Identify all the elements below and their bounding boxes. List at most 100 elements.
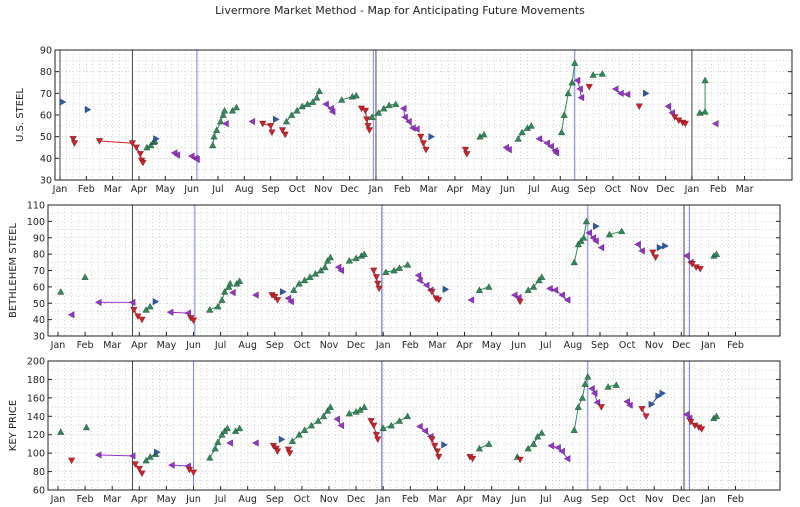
- data-point: [188, 152, 195, 160]
- data-point: [598, 70, 606, 77]
- data-point: [282, 117, 290, 125]
- data-point: [166, 308, 174, 316]
- data-point: [546, 284, 553, 293]
- series-secondary-rally: [280, 288, 287, 296]
- data-point: [128, 452, 136, 460]
- data-point: [337, 266, 344, 275]
- data-point: [379, 424, 387, 432]
- data-point: [229, 289, 236, 297]
- data-point: [293, 107, 301, 114]
- data-point: [154, 448, 161, 456]
- data-point: [392, 100, 400, 107]
- data-point: [213, 126, 221, 133]
- series-downswing: [466, 454, 477, 463]
- series-upswing: [231, 424, 244, 434]
- data-point: [656, 244, 664, 252]
- series-upswing: [710, 250, 721, 259]
- series-natural-reaction: [188, 152, 200, 163]
- series-natural-reaction: [95, 298, 136, 306]
- x-tick-label: Nov: [320, 494, 339, 505]
- series-upswing: [368, 100, 400, 120]
- data-point: [404, 261, 412, 268]
- series-natural-reaction: [712, 120, 719, 128]
- data-point: [280, 288, 287, 296]
- data-point: [422, 281, 430, 289]
- series-downswing: [516, 456, 524, 464]
- series-downswing: [370, 267, 383, 293]
- series-natural-reaction: [248, 117, 255, 126]
- data-point: [130, 307, 138, 314]
- data-point: [648, 400, 656, 408]
- data-point: [597, 244, 605, 252]
- series-secondary-rally: [273, 115, 280, 123]
- series-natural-reaction: [222, 120, 229, 128]
- x-tick-label: Oct: [619, 494, 636, 505]
- series-upswing: [710, 412, 721, 421]
- x-tick-label: Mar: [103, 340, 121, 351]
- data-point: [273, 448, 282, 455]
- data-point: [618, 227, 626, 234]
- data-point: [95, 451, 102, 459]
- data-point: [612, 381, 620, 388]
- data-point: [435, 297, 443, 304]
- series-upswing: [696, 76, 709, 116]
- y-axis-label: U.S. STEEL: [15, 88, 26, 142]
- series-natural-reaction: [252, 291, 259, 299]
- series-natural-reaction: [67, 311, 75, 319]
- data-point: [236, 424, 244, 432]
- x-tick-label: Oct: [605, 184, 622, 195]
- x-tick-label: Feb: [727, 340, 744, 351]
- data-point: [301, 276, 309, 284]
- data-point: [290, 286, 298, 293]
- x-tick-label: Feb: [77, 494, 94, 505]
- data-point: [370, 267, 378, 275]
- data-point: [597, 404, 605, 411]
- x-tick-label: Mar: [736, 184, 754, 195]
- data-point: [284, 294, 292, 302]
- data-point: [467, 296, 475, 304]
- series-downswing: [67, 457, 76, 465]
- data-point: [372, 431, 380, 439]
- x-tick-label: Aug: [564, 494, 583, 505]
- data-point: [70, 140, 79, 147]
- series-downswing: [259, 120, 276, 136]
- data-point: [435, 454, 443, 461]
- data-point: [558, 447, 565, 455]
- data-point: [547, 442, 555, 450]
- series-upswing: [233, 277, 244, 287]
- data-point: [138, 470, 146, 478]
- data-point: [334, 263, 342, 271]
- data-point: [84, 106, 92, 114]
- data-point: [547, 142, 554, 150]
- data-point: [617, 89, 624, 97]
- series-upswing: [142, 302, 154, 313]
- series-upswing: [282, 87, 323, 125]
- data-point: [560, 111, 568, 118]
- data-point: [217, 117, 225, 125]
- x-tick-label: Aug: [238, 340, 257, 351]
- x-tick-label: Mar: [103, 494, 121, 505]
- data-point: [485, 440, 493, 447]
- x-tick-label: Jul: [539, 494, 551, 505]
- data-point: [306, 273, 314, 280]
- y-tick-label: 40: [33, 315, 45, 326]
- data-point: [248, 117, 255, 126]
- series-downswing: [688, 261, 704, 273]
- data-point: [611, 85, 619, 93]
- data-point: [626, 401, 633, 409]
- x-tick-label: Aug: [551, 184, 570, 195]
- data-point: [578, 394, 586, 401]
- series-secondary-rally: [643, 89, 650, 97]
- figure-title: Livermore Market Method - Map for Antici…: [215, 4, 585, 17]
- data-point: [320, 412, 328, 420]
- data-point: [131, 461, 139, 468]
- data-point: [634, 240, 641, 248]
- chart-panel-3: 60 80 100 120 140 160 180 200 Jan Feb Mar Apr May Jun…: [8, 357, 781, 505]
- data-point: [221, 107, 229, 114]
- data-point: [382, 268, 390, 275]
- x-tick-label: Feb: [710, 184, 727, 195]
- x-tick-label: Apr: [131, 184, 148, 195]
- data-point: [189, 317, 198, 325]
- x-tick-label: Jun: [510, 340, 526, 351]
- series-natural-reaction: [634, 240, 645, 255]
